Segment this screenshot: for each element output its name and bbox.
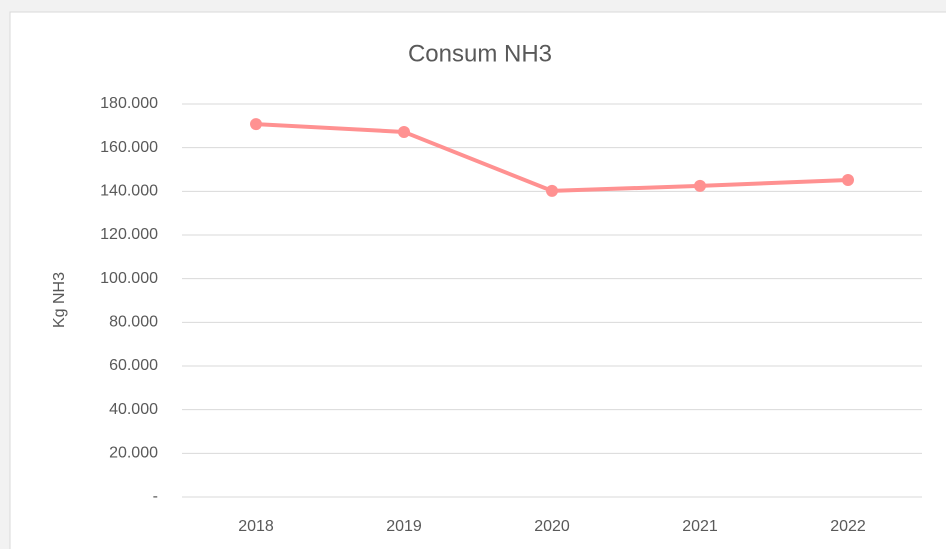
y-axis-label: Kg NH3 (51, 272, 68, 328)
y-tick-label: - (153, 488, 158, 505)
x-tick-label: 2020 (534, 518, 570, 535)
x-tick-label: 2018 (238, 518, 274, 535)
chart-frame (9, 11, 946, 549)
data-point (546, 184, 558, 197)
y-tick-label: 180.000 (100, 95, 158, 112)
x-tick-label: 2022 (830, 518, 866, 535)
data-point (250, 118, 262, 131)
y-tick-label: 120.000 (100, 226, 158, 243)
data-point (398, 125, 410, 138)
y-tick-label: 20.000 (109, 445, 158, 462)
y-tick-label: 40.000 (109, 401, 158, 418)
y-tick-label: 80.000 (109, 314, 158, 331)
data-point (694, 179, 706, 192)
x-tick-label: 2021 (682, 518, 718, 535)
y-tick-label: 140.000 (100, 183, 158, 200)
y-tick-label: 100.000 (100, 270, 158, 287)
data-point (842, 173, 854, 186)
y-tick-label: 60.000 (109, 357, 158, 374)
x-tick-label: 2019 (386, 518, 422, 535)
chart-title: Consum NH3 (408, 40, 552, 67)
y-tick-label: 160.000 (100, 139, 158, 156)
